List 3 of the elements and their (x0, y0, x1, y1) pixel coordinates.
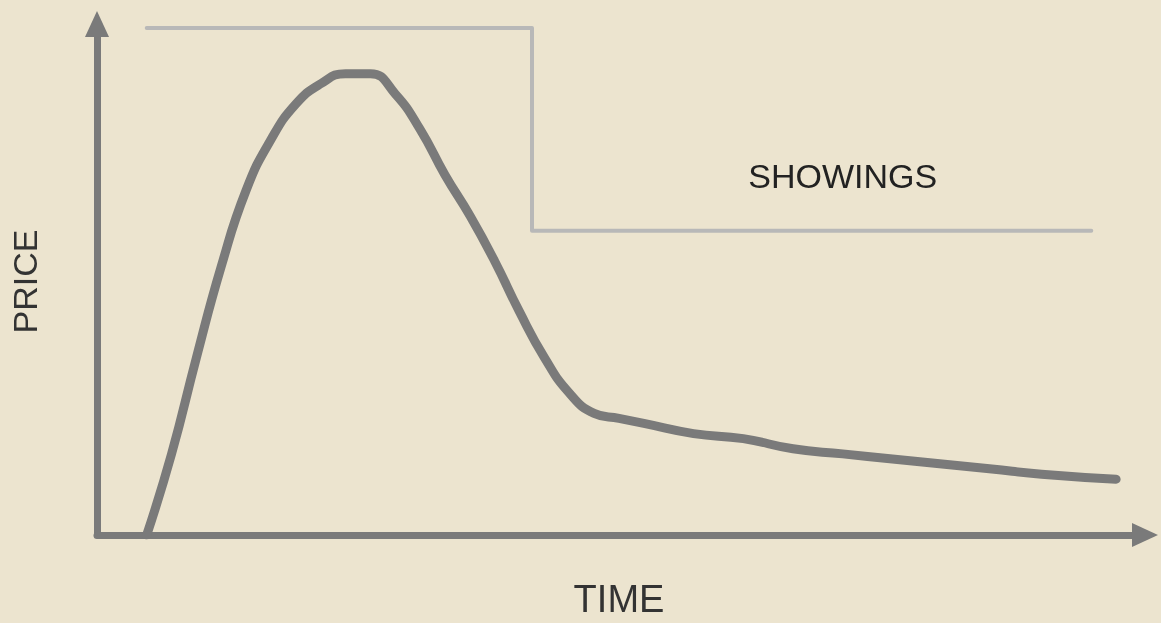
y-axis-title: PRICE (6, 229, 44, 334)
x-axis-title: TIME (573, 578, 665, 620)
series-label: SHOWINGS (748, 156, 938, 195)
